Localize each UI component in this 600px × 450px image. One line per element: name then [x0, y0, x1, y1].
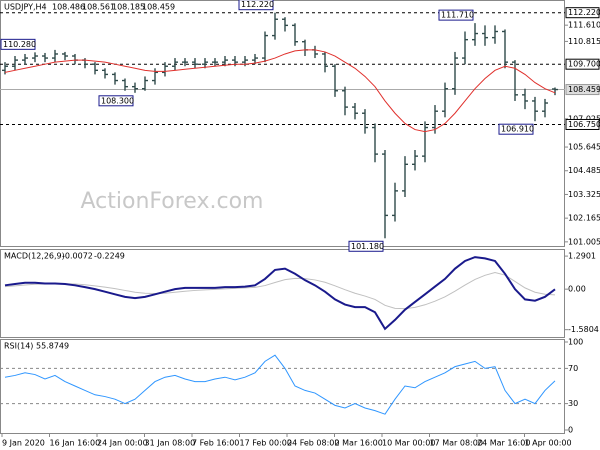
y-tick-label: 70: [568, 364, 578, 373]
y-tick-label: 100: [568, 338, 583, 347]
x-tick-label: 7 Feb 16:00: [192, 439, 239, 448]
main-panel: [0, 0, 565, 247]
annotation-box: [98, 95, 134, 107]
annotation-label: 112.220: [241, 0, 274, 9]
rsi-line: [4, 354, 556, 415]
level-label: 112.220: [568, 8, 600, 17]
annotation-box: [0, 38, 36, 50]
y-tick-label: 110.815: [568, 37, 600, 46]
macd-line: [4, 256, 556, 331]
annotation-label: 101.180: [351, 242, 384, 251]
x-tick-label: 31 Jan 08:00: [145, 439, 196, 448]
moving-average: [4, 49, 556, 133]
annotation-label: 108.300: [101, 96, 134, 105]
x-tick-label: 2 Mar 16:00: [335, 439, 383, 448]
x-tick-label: 9 Jan 2020: [2, 439, 45, 448]
x-tick-label: 1 Apr 00:00: [525, 439, 572, 448]
quote-low: 108.185: [112, 3, 145, 12]
price-label: 108.459: [568, 85, 600, 94]
x-tick-label: 24 Jan 00:00: [97, 439, 148, 448]
rsi-value: 55.8749: [36, 342, 69, 351]
annotation-box: [238, 0, 274, 11]
quote-open: 108.486: [52, 3, 85, 12]
rsi-title: RSI(14): [4, 342, 33, 351]
x-tick-label: 10 Mar 00:00: [382, 439, 435, 448]
annotation-box: [348, 240, 384, 252]
level-label-box: [565, 7, 600, 19]
x-tick-label: 17 Feb 00:00: [240, 439, 292, 448]
annotation-label: 111.710: [441, 11, 474, 20]
macd-value: -0.0072: [62, 252, 93, 261]
rsi-panel: [0, 339, 565, 434]
symbol: USDJPY,H4: [4, 3, 47, 12]
macd-panel: [0, 249, 565, 338]
y-tick-label: 104.485: [568, 166, 600, 175]
annotation-box: [438, 9, 474, 21]
y-tick-label: 111.610: [568, 21, 600, 30]
y-tick-label: 107.025: [568, 114, 600, 123]
level-label: 109.700: [568, 60, 600, 69]
x-tick-label: 16 Jan 16:00: [50, 439, 101, 448]
y-tick-label: -1.5804: [568, 325, 599, 334]
y-tick-label: 1.2901: [568, 252, 596, 261]
quote-close: 108.459: [142, 3, 175, 12]
level-label-box: [565, 58, 600, 70]
macd-signal: [4, 271, 556, 310]
annotation-box: [498, 123, 534, 135]
x-tick-label: 24 Mar 16:00: [477, 439, 530, 448]
y-tick-label: 103.325: [568, 190, 600, 199]
level-label-box: [565, 118, 600, 130]
y-tick-label: 0.00: [568, 285, 586, 294]
y-tick-label: 105.645: [568, 143, 600, 152]
x-tick-label: 24 Feb 08:00: [287, 439, 339, 448]
price-label-box: [565, 84, 600, 96]
macd-signal-value: -0.2249: [94, 252, 125, 261]
y-tick-label: 102.165: [568, 214, 600, 223]
annotation-label: 110.280: [3, 40, 36, 49]
y-tick-label: 101.005: [568, 237, 600, 246]
y-tick-label: 30: [568, 399, 578, 408]
x-tick-label: 17 Mar 08:00: [430, 439, 483, 448]
watermark: ActionForex.com: [81, 189, 264, 214]
y-tick-label: 0: [568, 426, 573, 435]
level-label: 106.750: [568, 120, 600, 129]
annotation-label: 106.910: [501, 125, 534, 134]
quote-high: 108.561: [82, 3, 115, 12]
macd-title: MACD(12,26,9): [4, 252, 65, 261]
